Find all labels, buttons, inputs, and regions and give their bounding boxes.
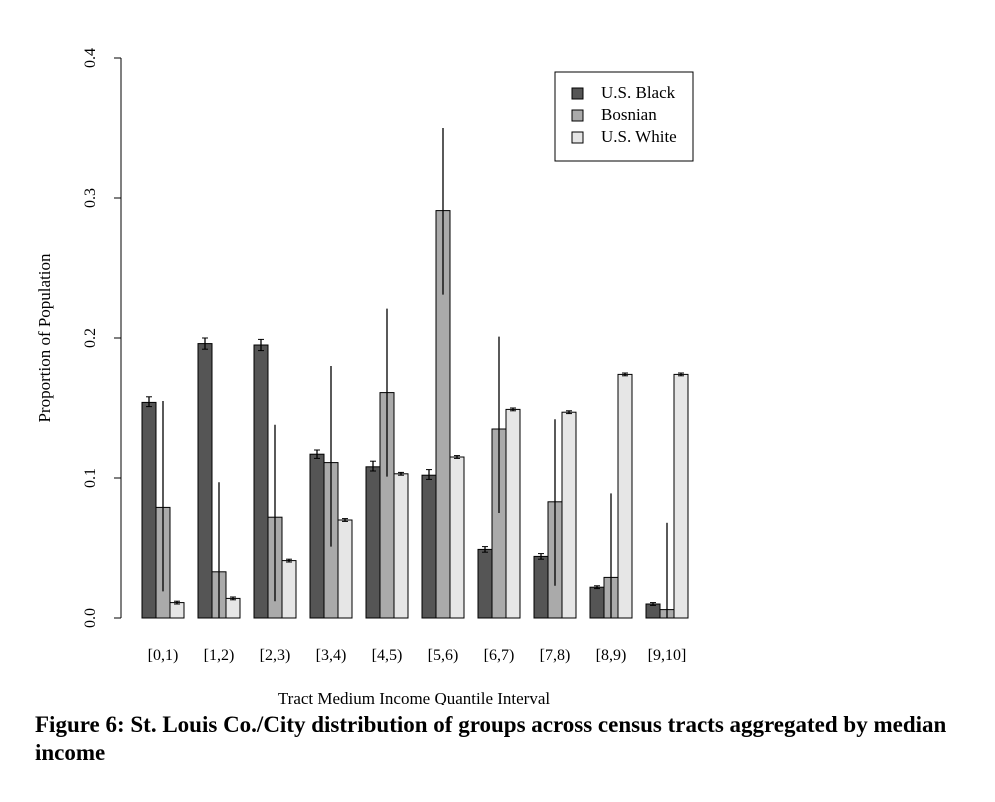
bar bbox=[533, 555, 549, 619]
x-tick-label: [0,1) bbox=[148, 647, 179, 664]
legend-label: U.S. Black bbox=[601, 83, 676, 102]
x-tick-label: [9,10] bbox=[648, 647, 687, 664]
x-tick-label: [2,3) bbox=[260, 647, 291, 664]
bar bbox=[645, 603, 661, 619]
bar bbox=[477, 548, 493, 619]
bar bbox=[561, 411, 577, 619]
legend: U.S. Black Bosnian U.S. White bbox=[554, 71, 694, 162]
x-axis-title: Tract Medium Income Quantile Interval bbox=[278, 689, 551, 705]
bar bbox=[617, 373, 633, 619]
y-tick-label: 0.0 bbox=[82, 608, 99, 628]
bars-group bbox=[141, 128, 689, 619]
y-tick-label: 0.4 bbox=[82, 48, 99, 68]
x-tick-label: [5,6) bbox=[428, 647, 459, 664]
x-tick-label: [4,5) bbox=[372, 647, 403, 664]
bar bbox=[393, 473, 409, 619]
y-tick-label: 0.3 bbox=[82, 188, 99, 208]
legend-label: Bosnian bbox=[601, 105, 657, 124]
bar bbox=[449, 456, 465, 619]
bar bbox=[365, 466, 381, 619]
legend-label: U.S. White bbox=[601, 127, 677, 146]
bar bbox=[673, 373, 689, 619]
y-axis: 0.0 0.1 0.2 0.3 0.4 bbox=[82, 48, 122, 628]
legend-swatch bbox=[571, 131, 584, 144]
bar bbox=[589, 586, 605, 619]
bar bbox=[337, 519, 353, 619]
legend-swatch bbox=[571, 87, 584, 100]
bar bbox=[309, 453, 325, 619]
bar bbox=[505, 408, 521, 619]
x-tick-labels: [0,1) [1,2) [2,3) [3,4) [4,5) [5,6) [6,7) [7,8)… bbox=[148, 647, 687, 664]
bar bbox=[253, 344, 269, 619]
y-axis-title: Proportion of Population bbox=[35, 253, 54, 423]
x-tick-label: [7,8) bbox=[540, 647, 571, 664]
x-tick-label: [6,7) bbox=[484, 647, 515, 664]
x-tick-label: [8,9) bbox=[596, 647, 627, 664]
bar bbox=[225, 597, 241, 619]
bar bbox=[197, 343, 213, 619]
x-tick-label: [1,2) bbox=[204, 647, 235, 664]
bar bbox=[421, 474, 437, 619]
bar bbox=[141, 401, 157, 619]
x-tick-label: [3,4) bbox=[316, 647, 347, 664]
bar-chart: 0.0 0.1 0.2 0.3 0.4 [0,1) [1,2) [2,3) [3,4) [4,5… bbox=[35, 48, 694, 705]
legend-swatch bbox=[571, 109, 584, 122]
y-tick-label: 0.1 bbox=[82, 468, 99, 488]
figure-caption: Figure 6: St. Louis Co./City distributio… bbox=[35, 712, 947, 765]
bar bbox=[281, 560, 297, 619]
bar bbox=[169, 602, 185, 619]
y-tick-label: 0.2 bbox=[82, 328, 99, 348]
